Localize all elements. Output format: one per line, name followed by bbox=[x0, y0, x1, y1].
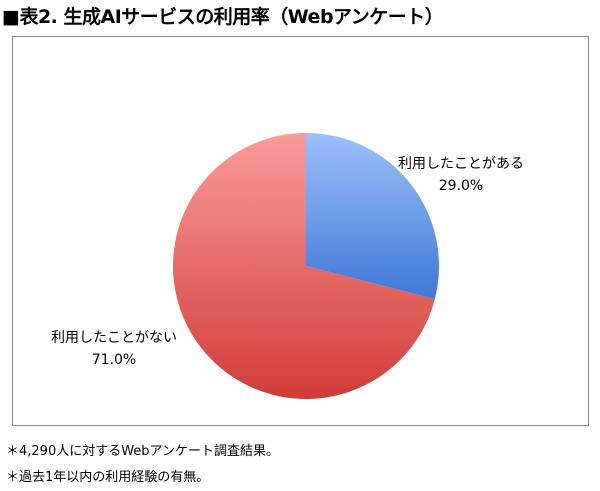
chart-area: 利用したことがある 29.0% 利用したことがない 71.0% bbox=[12, 36, 589, 426]
chart-title: ■表2. 生成AIサービスの利用率（Webアンケート） bbox=[2, 6, 444, 28]
category-label: 利用したことがある bbox=[398, 156, 524, 172]
slice-label-used: 利用したことがある 29.0% bbox=[398, 153, 524, 197]
value-label: 29.0% bbox=[438, 178, 484, 194]
pie-chart bbox=[173, 133, 439, 399]
footnote: ＊4,290人に対するWebアンケート調査結果。 bbox=[6, 444, 280, 459]
slice-label-not-used: 利用したことがない 71.0% bbox=[51, 327, 177, 371]
pie-slice-not-used bbox=[173, 133, 435, 399]
value-label: 71.0% bbox=[91, 352, 137, 368]
footnote: ＊過去1年以内の利用経験の有無。 bbox=[6, 470, 210, 485]
category-label: 利用したことがない bbox=[51, 330, 177, 346]
pie-slice-used bbox=[306, 133, 439, 300]
